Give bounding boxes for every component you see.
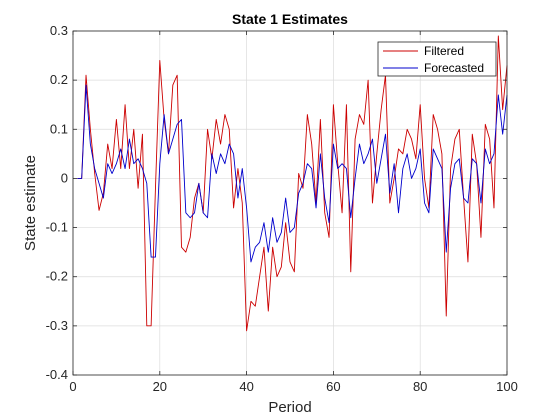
x-axis-label: Period <box>268 399 311 416</box>
legend-label-filtered: Filtered <box>424 44 464 58</box>
y-tick-label: 0.2 <box>50 72 68 87</box>
x-tick-label: 100 <box>496 379 518 394</box>
x-tick-label: 80 <box>413 379 427 394</box>
y-tick-label: 0.1 <box>50 121 68 136</box>
y-tick-label: 0 <box>61 170 68 185</box>
x-tick-label: 20 <box>153 379 167 394</box>
series-layer <box>77 35 508 332</box>
y-tick-label: 0.3 <box>50 23 68 38</box>
x-tick-label: 40 <box>239 379 253 394</box>
legend: Filtered Forecasted <box>377 41 497 77</box>
x-tick-label: 0 <box>69 379 76 394</box>
series-line-filtered <box>77 35 508 332</box>
series-line-forecasted <box>77 84 508 263</box>
plot-area <box>73 31 507 375</box>
y-tick-label: -0.3 <box>46 318 68 333</box>
ticks: 0 20 40 60 80 100 -0.4 -0.3 -0.2 -0.1 0 0.1 0.2 0.3 <box>46 23 518 394</box>
plot-frame <box>72 30 508 376</box>
y-tick-label: -0.1 <box>46 220 68 235</box>
legend-label-forecasted: Forecasted <box>424 61 484 75</box>
y-axis-label: State estimate <box>22 155 39 251</box>
y-tick-label: -0.2 <box>46 269 68 284</box>
y-tick-label: -0.4 <box>46 367 68 382</box>
legend-box <box>377 41 497 77</box>
x-tick-label: 60 <box>326 379 340 394</box>
chart-title: State 1 Estimates <box>232 11 348 27</box>
